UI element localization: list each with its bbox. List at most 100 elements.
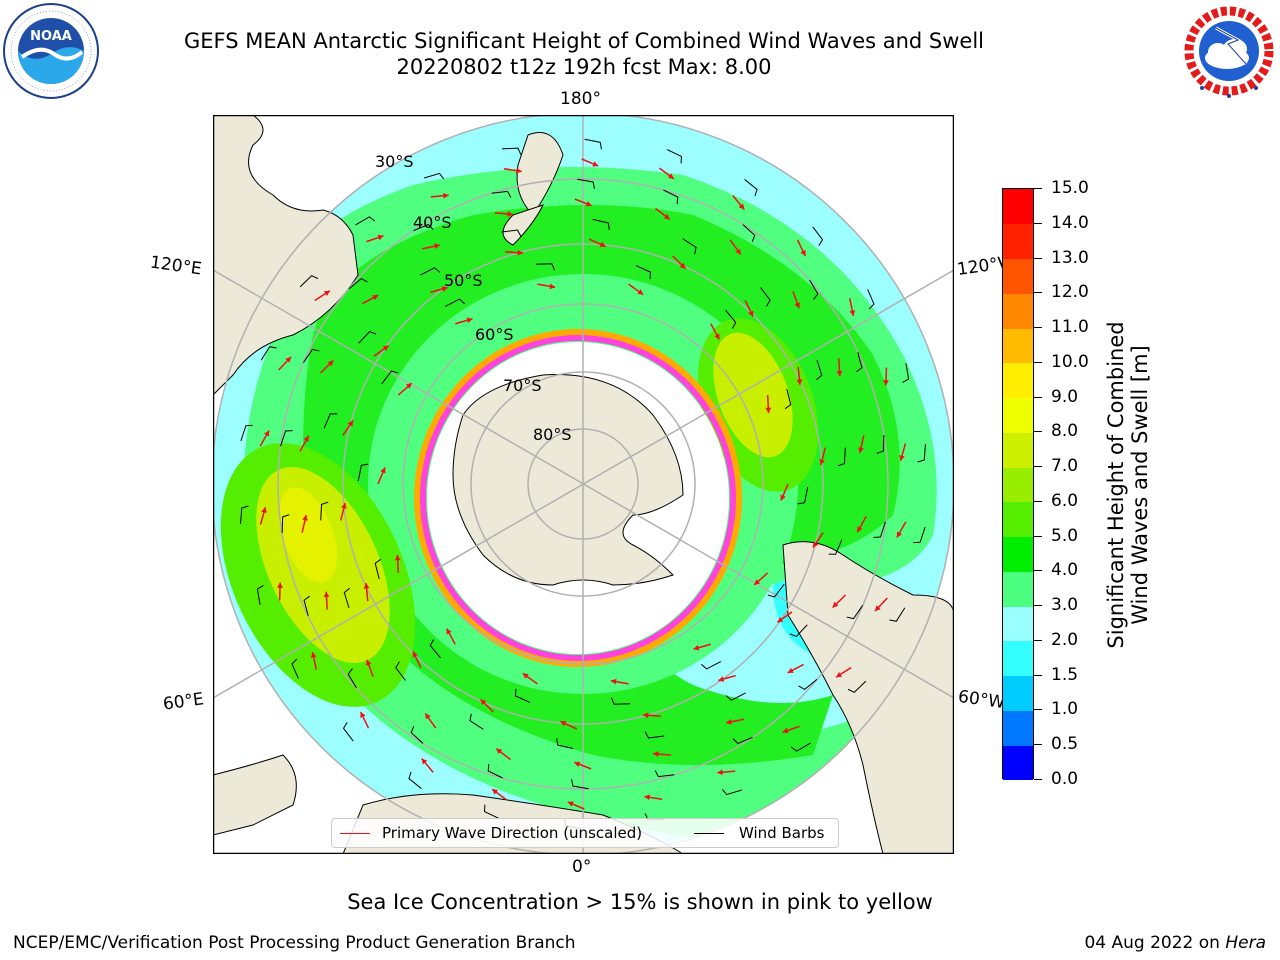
wave-arrow-head (377, 234, 384, 241)
wave-arrow-head (261, 507, 267, 514)
colorbar-segment (1003, 640, 1033, 677)
wind-barb (381, 370, 399, 385)
wind-barb (303, 348, 320, 363)
chart-subtitle: 20220802 t12z 192h fcst Max: 8.00 (396, 55, 772, 79)
wind-barb (798, 678, 818, 691)
wave-arrow-head (836, 671, 843, 678)
wind-barb (784, 389, 792, 410)
wind-barb (847, 680, 867, 693)
wave-arrow-head (782, 727, 789, 734)
wave-arrow-head (341, 502, 347, 509)
wind-barb (260, 346, 277, 361)
wind-barb (902, 363, 910, 383)
colorbar-tick (1034, 292, 1042, 294)
colorbar-segment (1003, 189, 1033, 225)
wave-arrow-head (516, 167, 522, 174)
wind-barb (812, 226, 824, 246)
wind-barb (732, 736, 753, 745)
colorbar-tick (1034, 188, 1042, 189)
wind-barb (721, 788, 742, 796)
noaa-logo: NOAA (2, 2, 100, 100)
wave-arrow-head (667, 173, 674, 179)
wind-barb (635, 265, 652, 280)
wind-barb (725, 309, 737, 329)
wind-barb (410, 725, 424, 744)
wave-arrow-head (780, 494, 786, 501)
wind-barb (809, 279, 819, 300)
colorbar-tick-label: 12.0 (1051, 282, 1089, 303)
wind-barb (501, 229, 522, 237)
lat-label-60s: 60°S (475, 325, 514, 344)
colorbar-segment (1003, 258, 1033, 294)
land-australia (213, 115, 359, 396)
wave-arrow-head (663, 213, 670, 220)
wind-barb (535, 263, 556, 271)
wind-barb (837, 447, 846, 467)
wind-barb (644, 731, 665, 739)
wind-barb (701, 661, 722, 670)
wave-arrow-head (653, 751, 659, 757)
colorbar-tick-label: 9.0 (1051, 386, 1079, 407)
wave-arrow-head (372, 295, 379, 301)
colorbar-tick-label: 0.5 (1051, 734, 1079, 755)
colorbar-segment (1003, 467, 1033, 503)
lat-label-30s: 30°S (375, 152, 414, 171)
colorbar-title-line1: Significant Height of Combined (1104, 321, 1128, 649)
wave-arrow-head (382, 345, 389, 352)
colorbar-tick-label: 14.0 (1051, 212, 1089, 233)
colorbar-tick-label: 4.0 (1051, 560, 1079, 581)
sea-ice-edge (414, 329, 742, 667)
colorbar-tick-label: 8.0 (1051, 421, 1079, 442)
wind-barb (280, 430, 293, 447)
wind-barb (424, 172, 445, 180)
wind-barb (876, 435, 885, 454)
wind-barb (487, 763, 503, 779)
wind-barb (514, 688, 531, 703)
wave-arrow-head (496, 748, 503, 755)
wave-arrow-head (466, 317, 473, 324)
wave-arrow-head (610, 678, 617, 685)
wave-arrow-head (819, 459, 825, 466)
colorbar-tick-label: 2.0 (1051, 629, 1079, 650)
wind-barb (342, 722, 354, 742)
wind-barbs (240, 138, 926, 830)
wind-barb (256, 585, 264, 605)
colorbar-tick (1034, 431, 1042, 433)
wave-arrow-head (277, 582, 283, 588)
colorbar-tick-label: 10.0 (1051, 351, 1089, 372)
colorbar-tick (1034, 500, 1042, 502)
wind-barb (654, 770, 675, 778)
sea-ice-note: Sea Ice Concentration > 15% is shown in … (347, 890, 933, 914)
lat-label-40s: 40°S (413, 213, 452, 232)
colorbar-segment (1003, 675, 1033, 711)
lon-label-60e: 60°E (161, 689, 206, 715)
wave-direction-arrows (259, 158, 907, 810)
land-antarctica (452, 374, 684, 586)
wind-barb (571, 779, 589, 790)
wave-arrow-head (405, 383, 412, 389)
footer-date-text: 04 Aug 2022 on (1084, 933, 1220, 953)
wind-barb (913, 526, 926, 544)
colorbar-tick-label: 0.0 (1051, 769, 1079, 789)
land-new-zealand-north (516, 132, 564, 216)
wind-barb (666, 149, 683, 164)
wave-arrow-head (434, 243, 440, 250)
wave-arrow-head (446, 628, 452, 635)
wave-arrow-head (800, 250, 806, 257)
footer-host: Hera (1225, 933, 1266, 953)
colorbar-tick (1034, 744, 1042, 746)
colorbar-tick (1034, 779, 1042, 780)
wind-barb (889, 607, 906, 622)
sea-ice-zone (420, 335, 736, 661)
colorbar-segment (1003, 501, 1033, 538)
wind-barb (867, 289, 875, 310)
map-legend: Primary Wave Direction (unscaled) Wind B… (331, 818, 839, 848)
wave-arrow-head (899, 454, 905, 461)
wind-barb (358, 330, 377, 344)
wave-band-6-7m-east (713, 332, 793, 458)
colorbar-segment (1003, 328, 1033, 364)
wave-arrow-head (574, 761, 581, 767)
wave-arrow-head (679, 262, 686, 269)
wind-barb (357, 463, 369, 482)
colorbar-tick-label: 5.0 (1051, 525, 1079, 546)
